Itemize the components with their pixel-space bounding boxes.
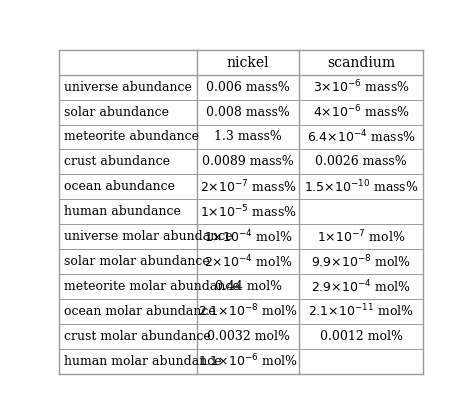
- Text: $2.9{\times}10^{-4}$ mol%: $2.9{\times}10^{-4}$ mol%: [311, 278, 411, 295]
- Text: $6.4{\times}10^{-4}$ mass%: $6.4{\times}10^{-4}$ mass%: [306, 129, 415, 145]
- Text: meteorite abundance: meteorite abundance: [64, 131, 199, 144]
- Text: ocean abundance: ocean abundance: [64, 180, 175, 193]
- Text: crust abundance: crust abundance: [64, 155, 170, 168]
- Text: universe molar abundance: universe molar abundance: [64, 230, 233, 243]
- Text: 0.0026 mass%: 0.0026 mass%: [315, 155, 407, 168]
- Text: $1{\times}10^{-4}$ mol%: $1{\times}10^{-4}$ mol%: [204, 228, 292, 245]
- Text: ocean molar abundance: ocean molar abundance: [64, 305, 216, 318]
- Text: $3{\times}10^{-6}$ mass%: $3{\times}10^{-6}$ mass%: [313, 79, 410, 95]
- Text: scandium: scandium: [327, 55, 395, 70]
- Text: 0.0012 mol%: 0.0012 mol%: [320, 330, 403, 343]
- Text: 0.008 mass%: 0.008 mass%: [206, 105, 290, 118]
- Text: $2{\times}10^{-4}$ mol%: $2{\times}10^{-4}$ mol%: [204, 253, 292, 270]
- Text: human molar abundance: human molar abundance: [64, 355, 222, 368]
- Text: $1.1{\times}10^{-6}$ mol%: $1.1{\times}10^{-6}$ mol%: [198, 353, 298, 370]
- Text: $2.1{\times}10^{-8}$ mol%: $2.1{\times}10^{-8}$ mol%: [198, 303, 298, 320]
- Text: 0.0089 mass%: 0.0089 mass%: [202, 155, 294, 168]
- Text: $1.5{\times}10^{-10}$ mass%: $1.5{\times}10^{-10}$ mass%: [304, 178, 418, 195]
- Text: solar molar abundance: solar molar abundance: [64, 255, 210, 268]
- Text: 1.3 mass%: 1.3 mass%: [214, 131, 282, 144]
- Text: $2.1{\times}10^{-11}$ mol%: $2.1{\times}10^{-11}$ mol%: [308, 303, 414, 320]
- Text: 0.0032 mol%: 0.0032 mol%: [207, 330, 290, 343]
- Text: 0.006 mass%: 0.006 mass%: [206, 81, 290, 94]
- Text: human abundance: human abundance: [64, 205, 181, 218]
- Text: crust molar abundance: crust molar abundance: [64, 330, 211, 343]
- Text: $1{\times}10^{-5}$ mass%: $1{\times}10^{-5}$ mass%: [200, 203, 297, 220]
- Text: $9.9{\times}10^{-8}$ mol%: $9.9{\times}10^{-8}$ mol%: [311, 253, 411, 270]
- Text: meteorite molar abundance: meteorite molar abundance: [64, 280, 240, 293]
- Text: $4{\times}10^{-6}$ mass%: $4{\times}10^{-6}$ mass%: [313, 104, 410, 121]
- Text: universe abundance: universe abundance: [64, 81, 192, 94]
- Text: 0.44 mol%: 0.44 mol%: [215, 280, 282, 293]
- Text: $2{\times}10^{-7}$ mass%: $2{\times}10^{-7}$ mass%: [200, 178, 297, 195]
- Text: nickel: nickel: [227, 55, 269, 70]
- Text: $1{\times}10^{-7}$ mol%: $1{\times}10^{-7}$ mol%: [317, 228, 405, 245]
- Text: solar abundance: solar abundance: [64, 105, 169, 118]
